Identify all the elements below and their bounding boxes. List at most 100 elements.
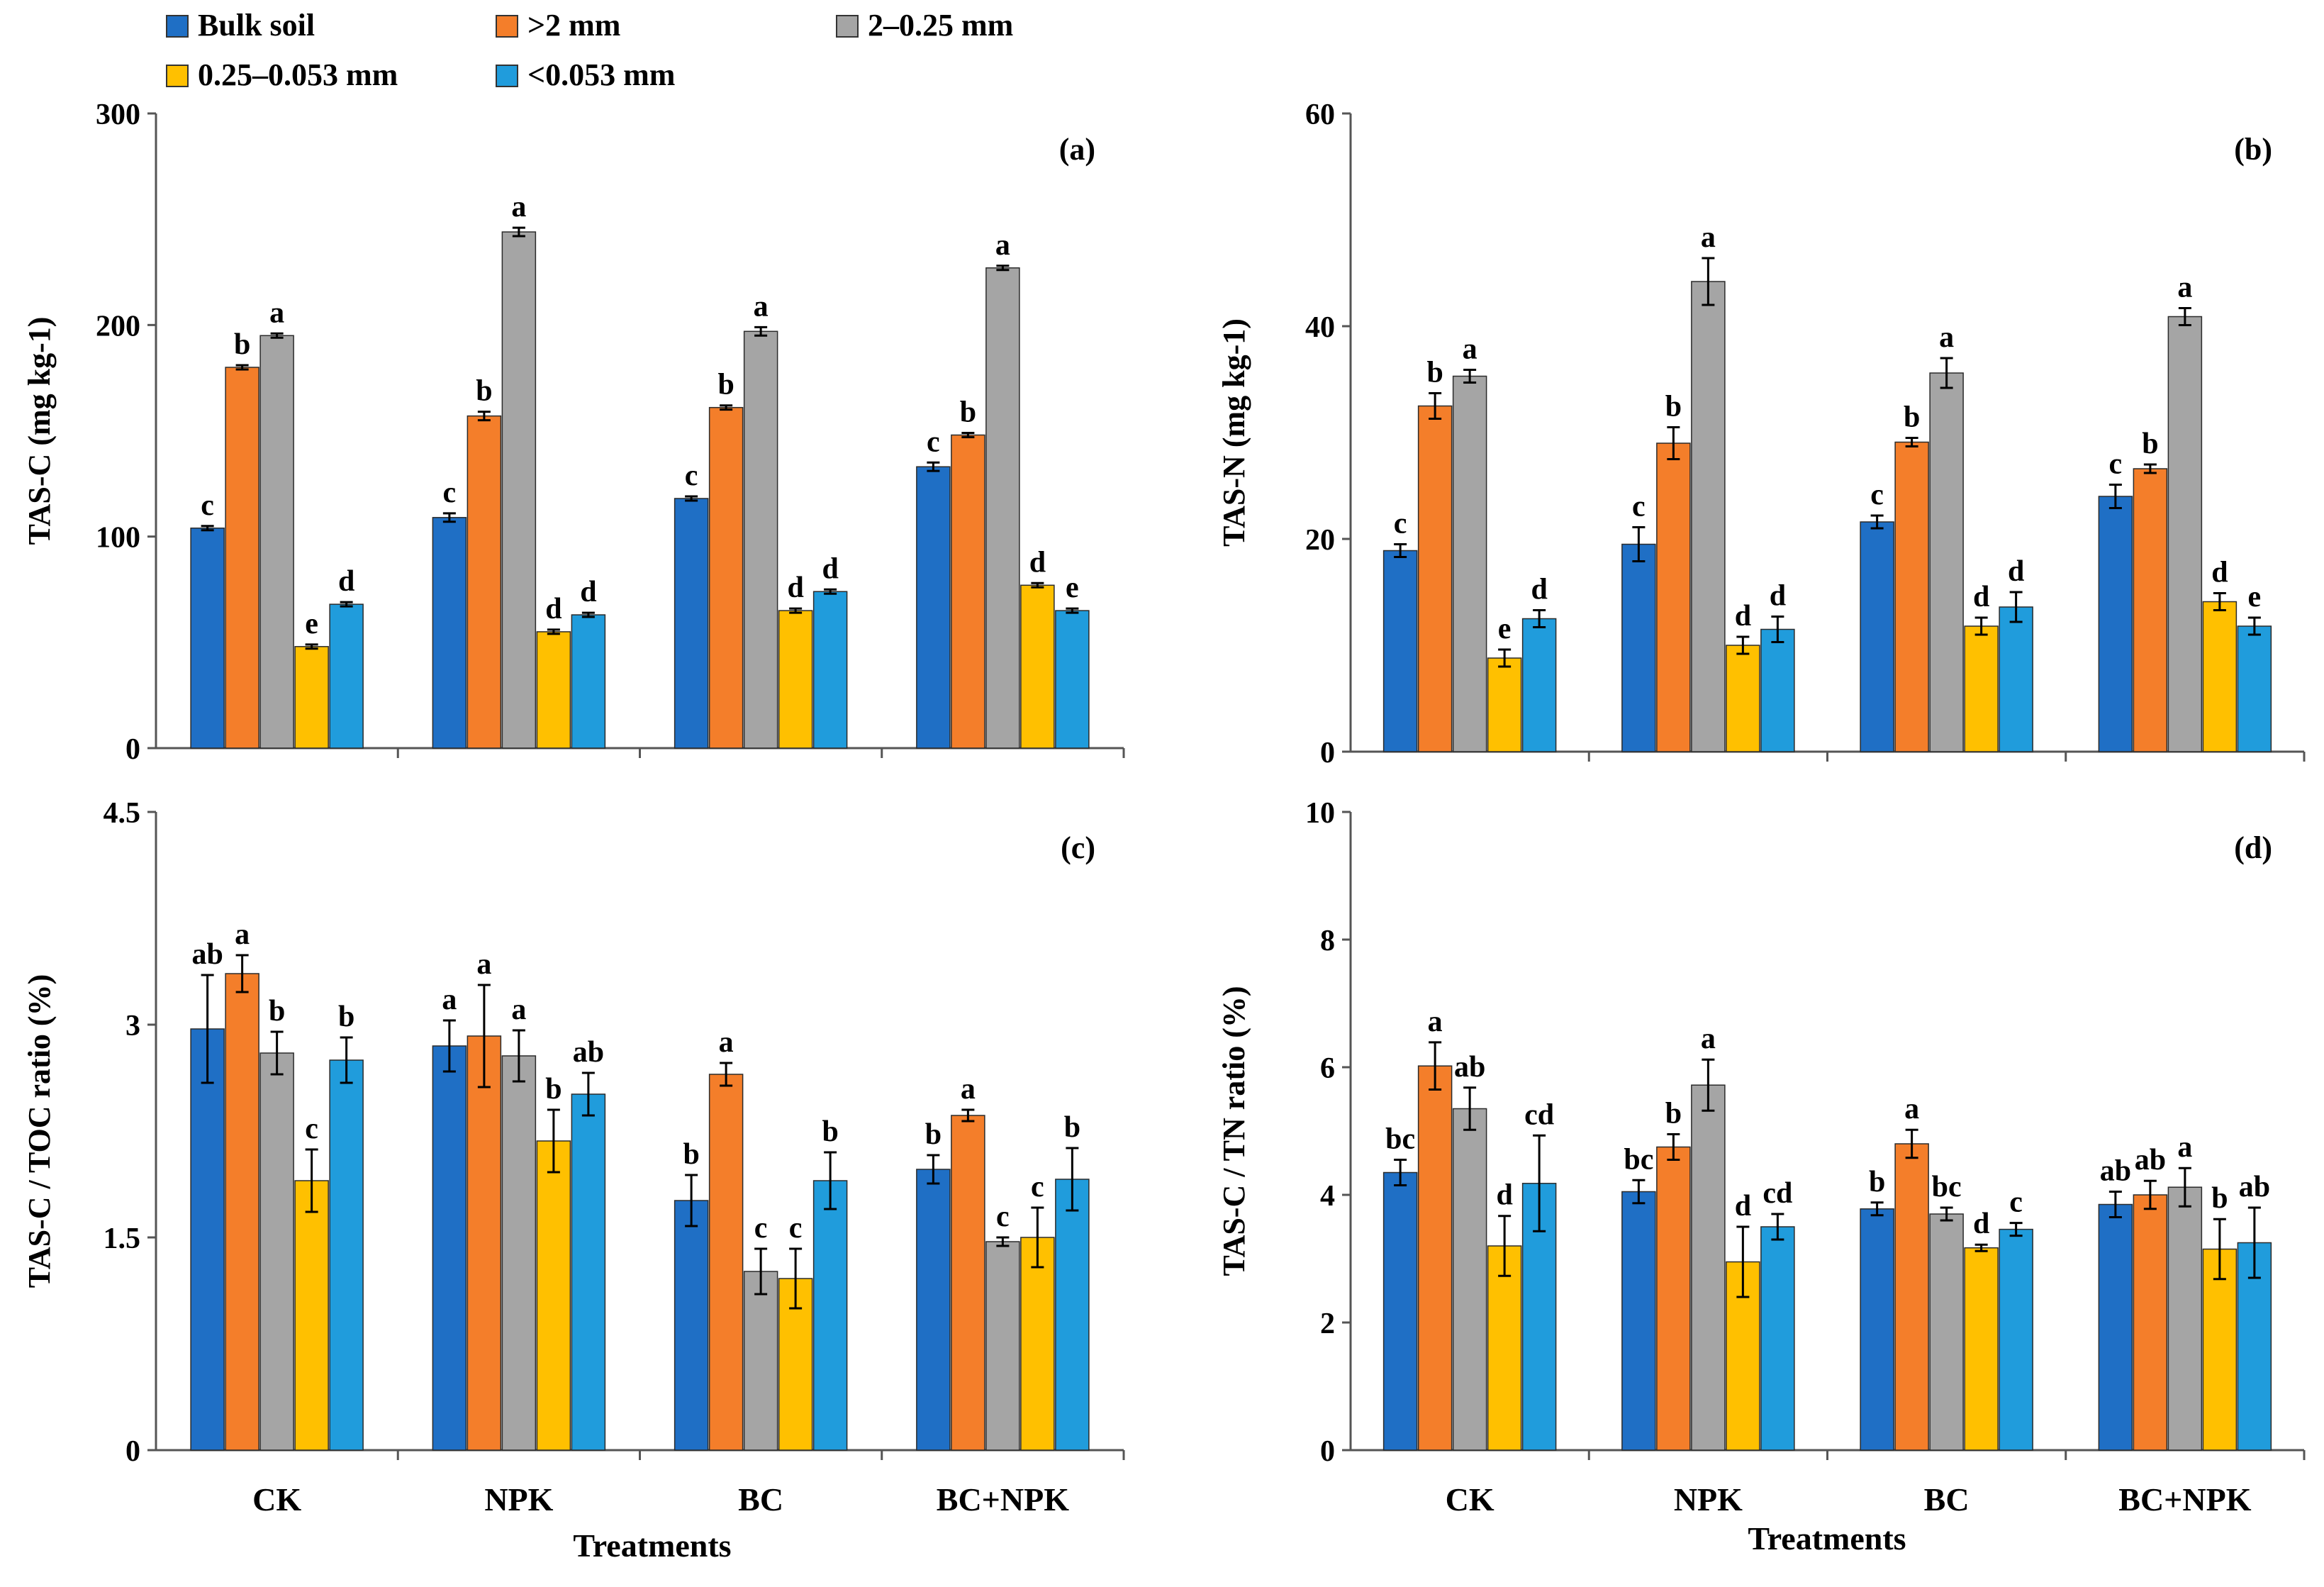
- error-bar: [201, 525, 214, 532]
- error-bar: [442, 1019, 456, 1073]
- legend: Bulk soil >2 mm 2–0.25 mm 0.25–0.053 mm <0.0…: [166, 8, 1013, 92]
- significance-letter: a: [1701, 221, 1716, 254]
- error-bar: [1632, 1179, 1646, 1205]
- legend-swatch: [496, 65, 518, 87]
- bar: [225, 973, 259, 1451]
- significance-letter: d: [787, 572, 803, 604]
- error-bar: [201, 974, 214, 1084]
- bar: [259, 1052, 294, 1451]
- bar: [1929, 1213, 1964, 1451]
- error-bar: [340, 1036, 353, 1084]
- y-tick-label: 10: [1305, 797, 1335, 830]
- error-bar: [1736, 635, 1750, 655]
- error-bar: [512, 226, 525, 238]
- significance-letter: bc: [1385, 1123, 1415, 1156]
- legend-label: 2–0.25 mm: [868, 8, 1013, 43]
- x-tick-label: NPK: [1674, 1481, 1743, 1518]
- bar: [1417, 405, 1453, 752]
- bar: [571, 614, 606, 749]
- significance-letter: c: [1870, 479, 1884, 511]
- bar: [1055, 1179, 1090, 1451]
- bar: [743, 330, 778, 749]
- y-tick-label: 8: [1320, 925, 1335, 957]
- legend-item: Bulk soil: [166, 8, 315, 43]
- error-bar: [927, 1154, 940, 1185]
- y-axis-title: TAS-C (mg kg-1): [22, 317, 57, 545]
- bar: [1656, 442, 1691, 752]
- significance-letter: c: [789, 1212, 803, 1244]
- significance-letter: b: [234, 328, 250, 361]
- bar: [1726, 645, 1760, 752]
- significance-letter: a: [719, 1026, 734, 1059]
- bar: [1382, 550, 1418, 752]
- error-bar: [927, 461, 940, 472]
- significance-letter: a: [1904, 1093, 1919, 1125]
- y-axis-title: TAS-C / TOC ratio (%): [22, 974, 57, 1288]
- significance-letter: d: [1735, 600, 1751, 633]
- error-bar: [270, 1030, 284, 1076]
- error-bar: [270, 332, 284, 339]
- bar: [1999, 1228, 2033, 1451]
- significance-letter: b: [269, 995, 285, 1028]
- bar: [1452, 1108, 1487, 1451]
- significance-letter: d: [1531, 574, 1547, 606]
- significance-letter: b: [2142, 428, 2158, 460]
- error-bar: [1066, 607, 1079, 614]
- y-tick-label: 4.5: [104, 797, 141, 830]
- error-bar: [1771, 1213, 1784, 1241]
- significance-letter: a: [995, 229, 1010, 262]
- error-bar: [720, 404, 733, 411]
- significance-letter: cd: [1524, 1098, 1554, 1131]
- error-bar: [754, 1247, 768, 1296]
- bar: [674, 498, 709, 749]
- y-tick-label: 0: [1320, 737, 1335, 769]
- bar: [190, 1028, 225, 1451]
- error-bar: [442, 512, 456, 523]
- significance-letter: c: [305, 1113, 318, 1145]
- error-bar: [477, 984, 491, 1088]
- significance-letter: b: [822, 1115, 838, 1148]
- significance-letter: a: [269, 296, 284, 329]
- significance-letter: a: [1939, 321, 1954, 354]
- y-tick-label: 100: [96, 522, 140, 555]
- significance-letter: a: [1463, 333, 1477, 366]
- bar: [329, 1059, 364, 1451]
- significance-letter: b: [960, 396, 976, 428]
- bar: [778, 610, 813, 749]
- significance-letter: d: [1973, 581, 1989, 613]
- significance-letter: b: [476, 375, 492, 408]
- significance-letter: b: [1665, 1098, 1682, 1130]
- significance-letter: c: [927, 425, 940, 458]
- significance-letter: d: [580, 576, 596, 608]
- significance-letter: c: [754, 1212, 768, 1244]
- error-bar: [547, 628, 560, 635]
- bar: [571, 1093, 606, 1451]
- error-bar: [1974, 1243, 1988, 1252]
- y-tick-label: 3: [125, 1010, 140, 1042]
- error-bar: [1498, 648, 1512, 668]
- bar: [951, 1115, 985, 1451]
- significance-letter: b: [1426, 357, 1443, 389]
- significance-letter: d: [1973, 1208, 1989, 1240]
- error-bar: [2108, 484, 2122, 509]
- bar: [2167, 1186, 2203, 1451]
- panel-label: (b): [2234, 132, 2272, 167]
- significance-letter: c: [1632, 491, 1646, 523]
- legend-label: Bulk soil: [198, 8, 315, 43]
- bar: [225, 367, 259, 749]
- x-tick-label: BC: [1924, 1481, 1970, 1518]
- bar: [294, 1180, 329, 1451]
- error-bar: [1870, 514, 1884, 530]
- bar: [1894, 441, 1929, 752]
- significance-letter: c: [201, 489, 214, 522]
- significance-letter: b: [1904, 401, 1920, 434]
- bar: [467, 1035, 502, 1451]
- significance-letter: d: [545, 593, 562, 625]
- bar: [1999, 606, 2033, 752]
- legend-label: 0.25–0.053 mm: [198, 57, 398, 92]
- error-bar: [1667, 1133, 1680, 1161]
- y-tick-label: 0: [125, 1435, 140, 1468]
- bar: [1621, 1191, 1656, 1451]
- significance-letter: b: [2211, 1182, 2228, 1215]
